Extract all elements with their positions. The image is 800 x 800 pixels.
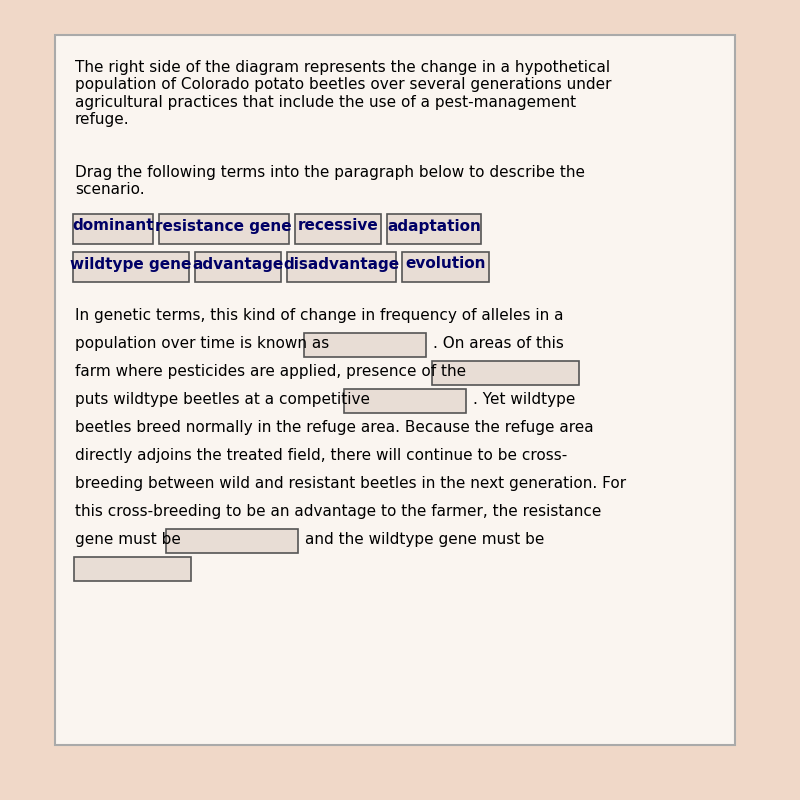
Text: population over time is known as: population over time is known as <box>75 336 330 351</box>
FancyBboxPatch shape <box>194 252 282 282</box>
Text: directly adjoins the treated field, there will continue to be cross-: directly adjoins the treated field, ther… <box>75 448 567 463</box>
Text: puts wildtype beetles at a competitive: puts wildtype beetles at a competitive <box>75 392 370 407</box>
Text: . On areas of this: . On areas of this <box>433 336 564 351</box>
FancyBboxPatch shape <box>344 389 466 413</box>
Text: In genetic terms, this kind of change in frequency of alleles in a: In genetic terms, this kind of change in… <box>75 308 563 323</box>
Text: gene must be: gene must be <box>75 532 181 547</box>
Text: advantage: advantage <box>192 257 284 271</box>
Text: and the wildtype gene must be: and the wildtype gene must be <box>305 532 544 547</box>
Text: dominant: dominant <box>72 218 154 234</box>
Text: . Yet wildtype: . Yet wildtype <box>473 392 575 407</box>
Text: breeding between wild and resistant beetles in the next generation. For: breeding between wild and resistant beet… <box>75 476 626 491</box>
FancyBboxPatch shape <box>432 361 579 385</box>
FancyBboxPatch shape <box>387 214 482 244</box>
Text: resistance gene: resistance gene <box>155 218 292 234</box>
Text: disadvantage: disadvantage <box>283 257 400 271</box>
FancyBboxPatch shape <box>304 333 426 357</box>
FancyBboxPatch shape <box>294 214 382 244</box>
FancyBboxPatch shape <box>166 529 298 553</box>
FancyBboxPatch shape <box>402 252 489 282</box>
Text: Drag the following terms into the paragraph below to describe the
scenario.: Drag the following terms into the paragr… <box>75 165 585 198</box>
FancyBboxPatch shape <box>287 252 396 282</box>
Text: beetles breed normally in the refuge area. Because the refuge area: beetles breed normally in the refuge are… <box>75 420 594 435</box>
FancyBboxPatch shape <box>73 252 189 282</box>
Text: evolution: evolution <box>405 257 486 271</box>
Text: The right side of the diagram represents the change in a hypothetical
population: The right side of the diagram represents… <box>75 60 611 127</box>
FancyBboxPatch shape <box>55 35 735 745</box>
Text: recessive: recessive <box>298 218 378 234</box>
FancyBboxPatch shape <box>158 214 289 244</box>
Text: wildtype gene: wildtype gene <box>70 257 191 271</box>
Text: farm where pesticides are applied, presence of the: farm where pesticides are applied, prese… <box>75 364 466 379</box>
FancyBboxPatch shape <box>73 214 153 244</box>
Text: adaptation: adaptation <box>387 218 482 234</box>
Text: this cross-breeding to be an advantage to the farmer, the resistance: this cross-breeding to be an advantage t… <box>75 504 602 519</box>
FancyBboxPatch shape <box>74 557 191 581</box>
